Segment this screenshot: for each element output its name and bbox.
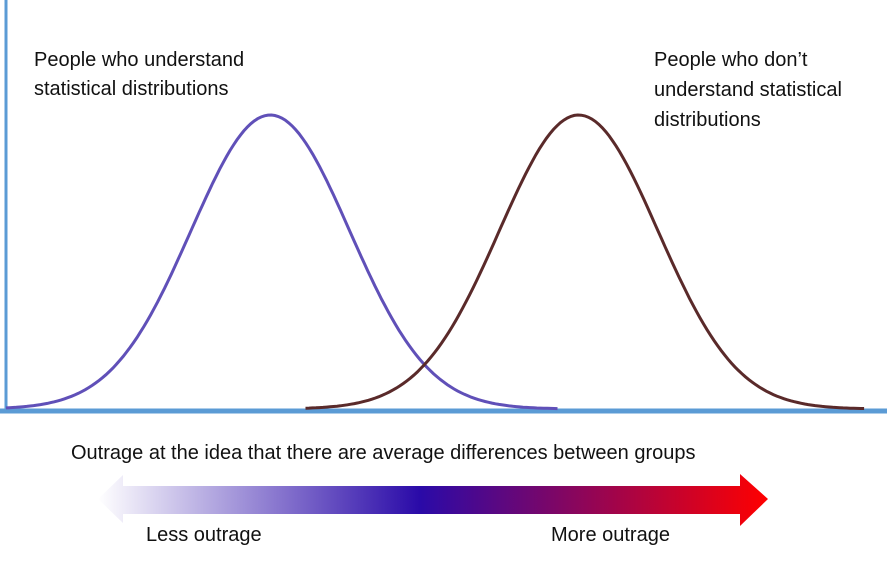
x-axis-label: Outrage at the idea that there are avera…: [71, 442, 696, 464]
series-label-line: statistical distributions: [34, 78, 229, 100]
outrage-gradient-arrow: [98, 474, 768, 526]
arrow-right-label: More outrage: [551, 524, 670, 546]
series-curve-understand: [5, 113, 558, 411]
series-label-dont-understand: People who don’t understand statistical …: [654, 49, 847, 131]
series-label-line: People who understand: [34, 49, 244, 71]
series-label-understand: People who understand statistical distri…: [34, 49, 250, 100]
arrow-left-label: Less outrage: [146, 524, 262, 546]
series-label-line: understand statistical: [654, 79, 842, 101]
series-label-line: distributions: [654, 109, 761, 131]
series-curve-dont-understand: [305, 113, 865, 410]
series-label-line: People who don’t: [654, 49, 808, 71]
